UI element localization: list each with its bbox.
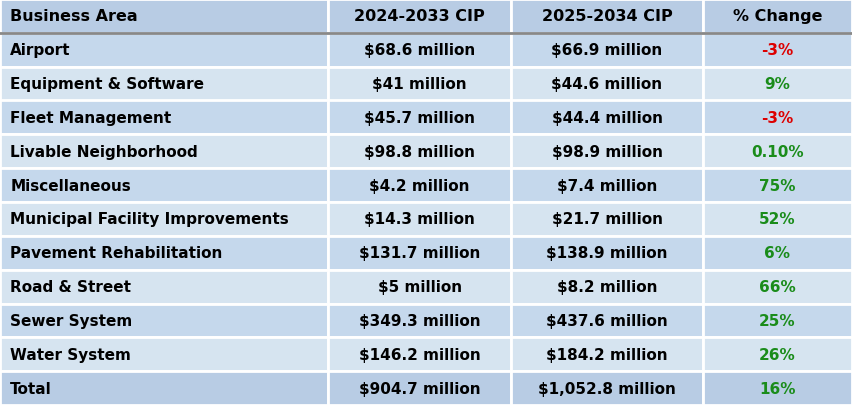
Text: 0.10%: 0.10% xyxy=(751,145,803,159)
Bar xyxy=(703,202,852,236)
Bar xyxy=(511,68,703,101)
Text: Business Area: Business Area xyxy=(10,9,138,24)
Text: $98.8 million: $98.8 million xyxy=(364,145,475,159)
Text: Fleet Management: Fleet Management xyxy=(10,111,171,126)
Bar xyxy=(703,68,852,101)
Bar xyxy=(0,135,328,169)
Text: $131.7 million: $131.7 million xyxy=(359,246,481,260)
Bar xyxy=(511,337,703,371)
Text: $1,052.8 million: $1,052.8 million xyxy=(538,381,676,396)
Bar xyxy=(703,169,852,202)
Bar xyxy=(0,304,328,337)
Text: 6%: 6% xyxy=(764,246,791,260)
Text: $66.9 million: $66.9 million xyxy=(551,43,663,58)
Text: 26%: 26% xyxy=(759,347,796,362)
Bar xyxy=(0,34,328,68)
Bar xyxy=(0,202,328,236)
Text: Livable Neighborhood: Livable Neighborhood xyxy=(10,145,198,159)
Text: % Change: % Change xyxy=(733,9,822,24)
Bar xyxy=(0,270,328,304)
Bar xyxy=(328,270,511,304)
Text: Water System: Water System xyxy=(10,347,131,362)
Text: $68.6 million: $68.6 million xyxy=(364,43,475,58)
Bar xyxy=(703,337,852,371)
Bar xyxy=(703,236,852,270)
Bar xyxy=(511,169,703,202)
Bar xyxy=(328,135,511,169)
Bar xyxy=(703,0,852,34)
Bar xyxy=(511,371,703,405)
Bar xyxy=(511,202,703,236)
Bar xyxy=(703,304,852,337)
Text: $21.7 million: $21.7 million xyxy=(551,212,663,227)
Bar xyxy=(0,371,328,405)
Bar xyxy=(328,169,511,202)
Text: 2024-2033 CIP: 2024-2033 CIP xyxy=(354,9,485,24)
Text: $98.9 million: $98.9 million xyxy=(551,145,663,159)
Text: $7.4 million: $7.4 million xyxy=(557,178,657,193)
Text: $904.7 million: $904.7 million xyxy=(359,381,481,396)
Text: $14.3 million: $14.3 million xyxy=(364,212,475,227)
Text: 9%: 9% xyxy=(764,77,791,92)
Bar xyxy=(511,34,703,68)
Text: 66%: 66% xyxy=(759,279,796,294)
Text: 75%: 75% xyxy=(759,178,796,193)
Text: $4.2 million: $4.2 million xyxy=(370,178,469,193)
Text: Sewer System: Sewer System xyxy=(10,313,132,328)
Bar xyxy=(0,337,328,371)
Bar xyxy=(328,371,511,405)
Text: $45.7 million: $45.7 million xyxy=(364,111,475,126)
Bar xyxy=(0,68,328,101)
Text: $349.3 million: $349.3 million xyxy=(359,313,481,328)
Bar xyxy=(511,270,703,304)
Text: $8.2 million: $8.2 million xyxy=(557,279,657,294)
Bar xyxy=(703,270,852,304)
Text: $138.9 million: $138.9 million xyxy=(546,246,668,260)
Text: Equipment & Software: Equipment & Software xyxy=(10,77,204,92)
Text: Road & Street: Road & Street xyxy=(10,279,131,294)
Text: 25%: 25% xyxy=(759,313,796,328)
Text: $184.2 million: $184.2 million xyxy=(546,347,668,362)
Text: $437.6 million: $437.6 million xyxy=(546,313,668,328)
Text: 2025-2034 CIP: 2025-2034 CIP xyxy=(542,9,672,24)
Bar xyxy=(328,34,511,68)
Text: Pavement Rehabilitation: Pavement Rehabilitation xyxy=(10,246,222,260)
Bar xyxy=(328,304,511,337)
Bar xyxy=(703,101,852,135)
Bar xyxy=(511,135,703,169)
Bar xyxy=(511,101,703,135)
Bar xyxy=(703,34,852,68)
Bar xyxy=(0,101,328,135)
Text: 16%: 16% xyxy=(759,381,796,396)
Bar xyxy=(0,169,328,202)
Bar xyxy=(328,0,511,34)
Text: $41 million: $41 million xyxy=(372,77,467,92)
Bar xyxy=(328,68,511,101)
Bar xyxy=(328,236,511,270)
Bar xyxy=(511,304,703,337)
Bar xyxy=(0,236,328,270)
Bar xyxy=(328,337,511,371)
Text: Municipal Facility Improvements: Municipal Facility Improvements xyxy=(10,212,289,227)
Text: $44.4 million: $44.4 million xyxy=(551,111,663,126)
Bar xyxy=(511,0,703,34)
Text: -3%: -3% xyxy=(762,111,793,126)
Bar xyxy=(0,0,328,34)
Text: -3%: -3% xyxy=(762,43,793,58)
Bar xyxy=(328,101,511,135)
Text: $5 million: $5 million xyxy=(377,279,462,294)
Bar xyxy=(328,202,511,236)
Text: Total: Total xyxy=(10,381,52,396)
Bar xyxy=(703,135,852,169)
Text: 52%: 52% xyxy=(759,212,796,227)
Bar xyxy=(703,371,852,405)
Text: Airport: Airport xyxy=(10,43,71,58)
Text: $44.6 million: $44.6 million xyxy=(551,77,663,92)
Text: Miscellaneous: Miscellaneous xyxy=(10,178,131,193)
Text: $146.2 million: $146.2 million xyxy=(359,347,481,362)
Bar xyxy=(511,236,703,270)
